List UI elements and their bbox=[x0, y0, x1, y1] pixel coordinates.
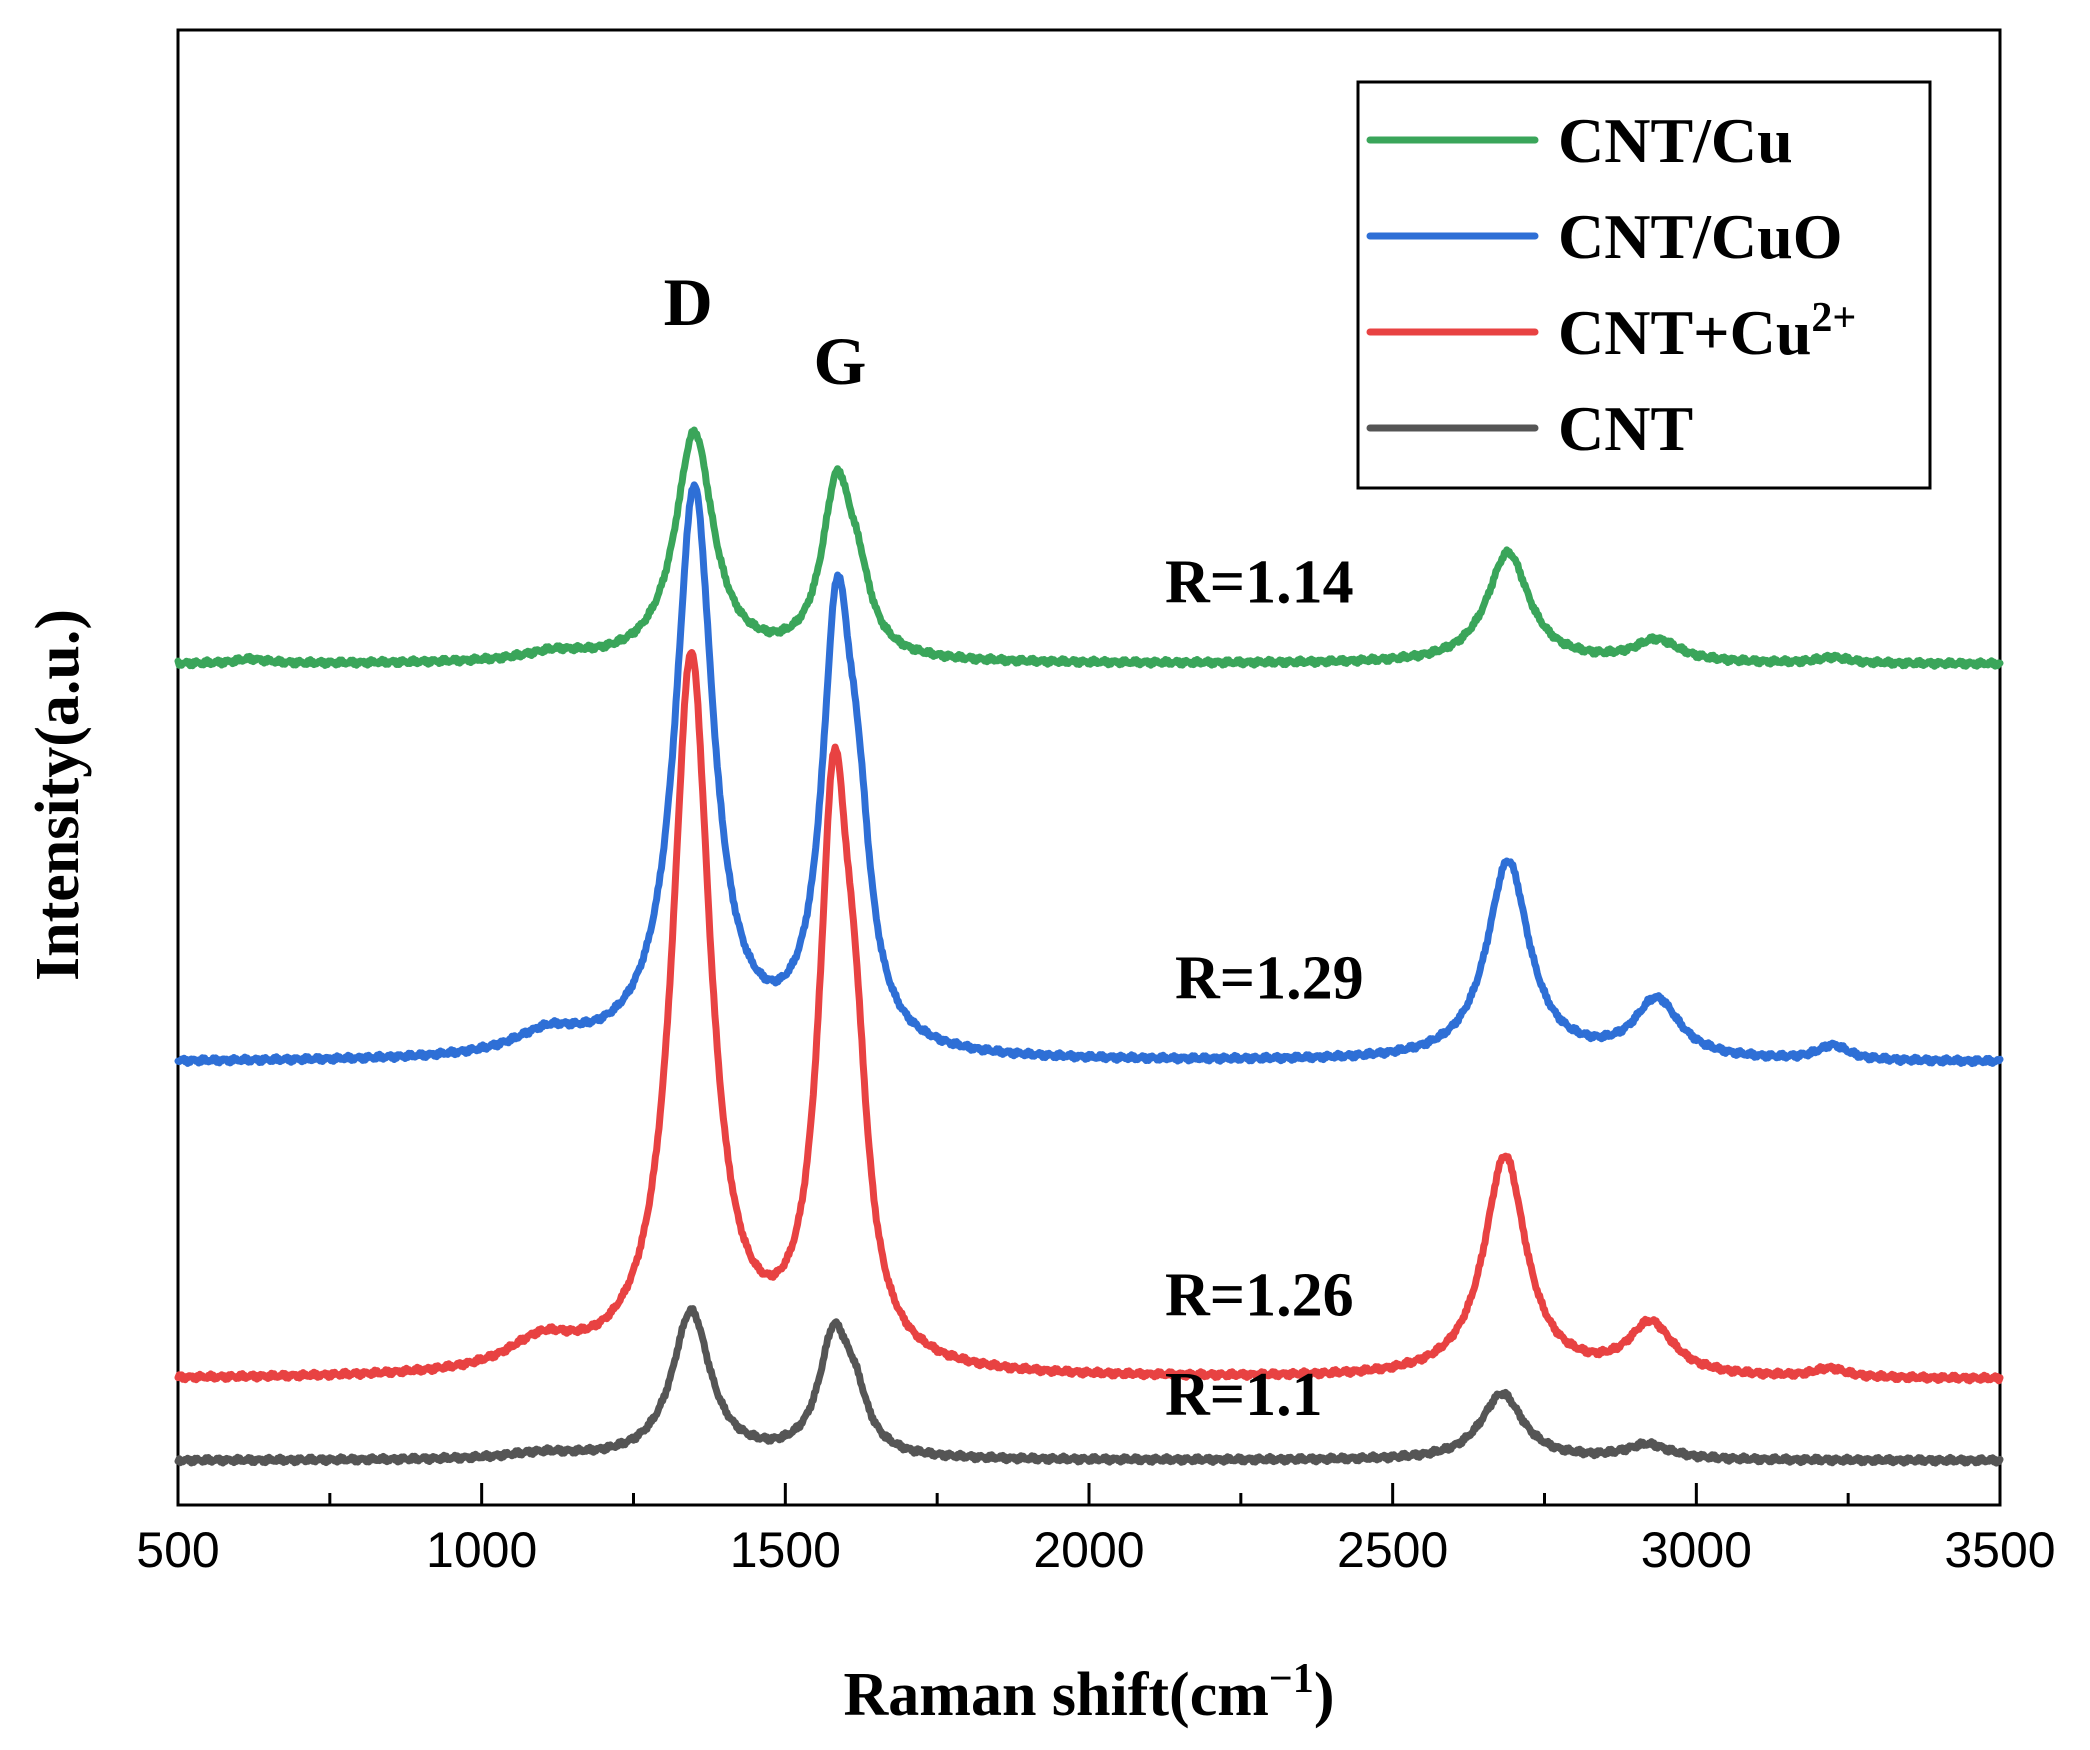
r-ratio-annotation: R=1.1 bbox=[1165, 1361, 1323, 1429]
series-lines bbox=[174, 426, 2004, 1467]
x-tick-label: 3500 bbox=[1944, 1522, 2055, 1578]
x-axis-ticks: 500 1000 1500 2000 2500 3000 3500 bbox=[136, 1483, 2056, 1578]
legend-label: CNT/CuO bbox=[1558, 201, 1843, 272]
x-tick-label: 1000 bbox=[426, 1522, 537, 1578]
r-ratio-annotation: R=1.26 bbox=[1165, 1262, 1354, 1330]
series-line-cnt bbox=[174, 1305, 2004, 1467]
r-ratio-annotation: R=1.29 bbox=[1175, 945, 1364, 1013]
x-axis-title: Raman shift(cm−1) bbox=[844, 1656, 1335, 1729]
x-tick-label: 2000 bbox=[1033, 1522, 1144, 1578]
peak-label-g: G bbox=[814, 323, 867, 399]
x-axis-title-main: Raman shift(cm bbox=[844, 1661, 1269, 1729]
x-tick-label: 3000 bbox=[1641, 1522, 1752, 1578]
peak-label-d: D bbox=[664, 264, 713, 340]
peak-labels: DG bbox=[664, 264, 867, 399]
legend-box bbox=[1356, 80, 1932, 490]
y-axis-title: Intensity(a.u.) bbox=[24, 609, 92, 981]
legend-label: CNT/Cu bbox=[1558, 105, 1793, 176]
x-tick-label: 500 bbox=[136, 1522, 219, 1578]
x-axis-title-sup: −1 bbox=[1269, 1656, 1314, 1702]
series-line-cnt-cuo bbox=[174, 481, 2004, 1068]
legend-label: CNT+Cu2+ bbox=[1558, 295, 1856, 368]
legend: CNT/Cu CNT/CuO CNT+Cu2+ CNT bbox=[1356, 80, 1932, 490]
series-line-cnt-cu2- bbox=[174, 649, 2004, 1385]
r-ratio-annotation: R=1.14 bbox=[1165, 548, 1354, 616]
series-line-cnt-cu bbox=[174, 426, 2004, 670]
x-axis-title-suffix: ) bbox=[1314, 1661, 1335, 1729]
x-tick-label: 1500 bbox=[730, 1522, 841, 1578]
x-tick-label: 2500 bbox=[1337, 1522, 1448, 1578]
legend-label: CNT bbox=[1558, 393, 1693, 464]
annotations: R=1.14 R=1.29 R=1.26 R=1.1 bbox=[1165, 548, 1364, 1429]
